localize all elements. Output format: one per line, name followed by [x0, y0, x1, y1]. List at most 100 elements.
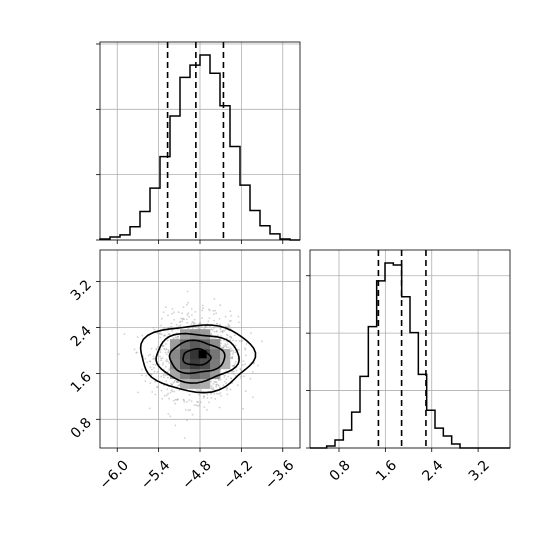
joint-sample-point: [192, 321, 195, 324]
joint-sample-point: [163, 394, 166, 397]
joint-sample-point: [164, 348, 167, 351]
joint-sample-point: [197, 401, 200, 404]
joint-sample-point: [230, 347, 232, 350]
joint-sample-point: [162, 374, 165, 376]
joint-sample-point: [240, 375, 242, 378]
joint-sample-point: [167, 349, 170, 351]
joint-sample-point: [171, 312, 174, 315]
joint-sample-point: [149, 353, 152, 356]
joint-sample-point: [149, 360, 151, 363]
joint-sample-point: [177, 337, 179, 340]
joint-sample-point: [190, 308, 193, 310]
joint-sample-point: [186, 419, 189, 422]
joint-density-cell: [200, 339, 211, 350]
joint-sample-point: [244, 348, 247, 351]
joint-sample-point: [194, 311, 197, 313]
joint-sample-point: [167, 392, 170, 395]
joint-sample-point: [201, 317, 204, 319]
joint-sample-point: [230, 319, 232, 322]
joint-sample-point: [206, 393, 209, 396]
joint-sample-point: [175, 398, 178, 401]
joint-sample-point: [186, 313, 189, 316]
joint-sample-point: [240, 340, 243, 343]
joint-sample-point: [177, 335, 179, 338]
joint-sample-point: [198, 404, 201, 407]
joint-sample-point: [232, 373, 235, 375]
joint-sample-point: [173, 311, 175, 314]
joint-sample-point: [168, 333, 171, 336]
joint-sample-point: [235, 369, 238, 372]
joint-sample-point: [175, 336, 177, 339]
joint-sample-point: [171, 330, 174, 332]
joint-sample-point: [162, 362, 165, 364]
joint-sample-point: [153, 357, 156, 360]
joint-sample-point: [224, 325, 227, 328]
joint-sample-point: [233, 334, 236, 336]
joint-sample-point: [165, 394, 168, 397]
joint-sample-point: [227, 323, 230, 326]
joint-sample-point: [219, 339, 222, 342]
joint-density-cell: [200, 329, 211, 340]
joint-sample-point: [203, 395, 205, 398]
joint-sample-point: [123, 333, 126, 335]
joint-sample-point: [179, 324, 182, 327]
joint-sample-point: [163, 384, 166, 387]
joint-sample-point: [244, 363, 247, 365]
joint-contour-2: [168, 339, 226, 375]
joint-sample-point: [167, 326, 170, 329]
joint-density-cell: [170, 358, 181, 370]
joint-sample-point: [144, 357, 147, 360]
joint-sample-point: [176, 381, 179, 383]
joint-sample-point: [222, 384, 225, 387]
joint-sample-point: [144, 380, 147, 382]
joint-sample-point: [174, 402, 177, 405]
joint-sample-point: [210, 392, 213, 395]
joint-sample-point: [235, 339, 238, 342]
joint-sample-point: [231, 356, 233, 359]
joint-sample-point: [200, 389, 203, 392]
joint-sample-point: [166, 388, 169, 391]
joint-sample-point: [153, 328, 156, 331]
joint-sample-point: [161, 317, 163, 320]
joint-sample-point: [213, 393, 216, 395]
joint-sample-point: [167, 351, 170, 354]
joint-sample-point: [194, 322, 196, 325]
joint-sample-point: [176, 380, 179, 383]
joint-sample-point: [152, 327, 155, 329]
hist2-xtick-label-2: 2.4: [419, 457, 446, 484]
joint-sample-point: [168, 369, 171, 372]
joint-sample-point: [172, 337, 175, 339]
joint-sample-point: [167, 370, 169, 373]
joint-sample-point: [195, 404, 198, 407]
joint-sample-point: [242, 360, 245, 363]
joint-density-cell: [210, 349, 221, 360]
joint-sample-point: [163, 376, 165, 379]
joint-sample-point: [160, 324, 163, 327]
joint-sample-point: [252, 396, 254, 399]
joint-sample-point: [172, 400, 175, 402]
joint-sample-point: [234, 363, 236, 365]
joint-sample-point: [219, 378, 222, 381]
joint-sample-point: [163, 372, 166, 374]
joint-sample-point: [203, 406, 206, 408]
joint-sample-point: [213, 330, 216, 333]
joint-sample-point: [178, 325, 180, 327]
joint-sample-point: [213, 319, 215, 322]
joint-density-cell: [170, 349, 181, 360]
joint-sample-point: [209, 325, 212, 328]
joint-sample-point: [204, 326, 207, 328]
joint-sample-point: [181, 320, 184, 323]
joint-sample-point: [220, 346, 223, 349]
joint-sample-point: [242, 375, 245, 378]
joint-sample-point: [135, 351, 138, 354]
joint-sample-point: [244, 347, 246, 350]
joint-sample-point: [207, 308, 210, 311]
joint-sample-point: [231, 357, 234, 360]
joint-xtick-label-0: −6.0: [97, 457, 132, 492]
joint-sample-point: [166, 339, 169, 342]
joint-sample-point: [231, 355, 234, 358]
joint-sample-point: [206, 409, 208, 411]
joint-sample-point: [230, 377, 233, 379]
joint-sample-point: [186, 321, 189, 324]
